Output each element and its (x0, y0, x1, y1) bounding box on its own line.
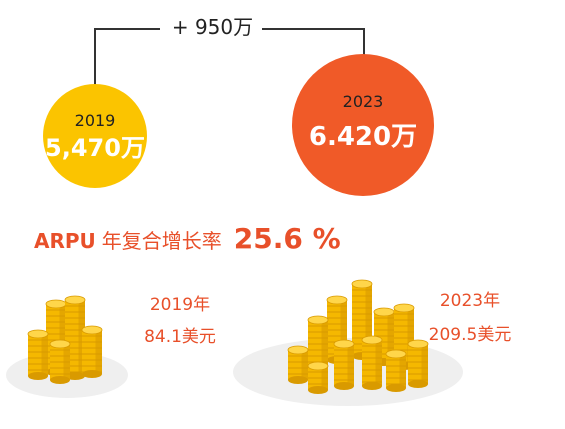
arpu-2019-value: 84.1美元 (144, 327, 216, 347)
coin-stack-2019-3 (81, 325, 103, 378)
arpu-rate: 25.6 % (233, 222, 341, 255)
circle-2019: 2019 5,470万 (43, 84, 147, 188)
circle-2019-value: 5,470万 (45, 134, 145, 162)
arpu-2019-year: 2019年 (149, 295, 211, 315)
growth-delta-label: + 950万 (171, 15, 254, 39)
circle-2023: 2023 6.420万 (292, 54, 434, 196)
circle-2019-year: 2019 (74, 111, 116, 130)
bracket-right-horizontal (262, 28, 365, 30)
coin-stack-2023-8 (361, 335, 383, 390)
arpu-label: ARPU (34, 229, 96, 253)
coin-stack-2023-6 (287, 345, 309, 384)
arpu-label-cn: 年复合增长率 (101, 229, 222, 253)
coin-stack-group-2019 (27, 295, 103, 384)
arpu-growth-line: ARPU 年复合增长率 25.6 % (34, 222, 341, 255)
coin-stack-group-2023 (287, 279, 429, 394)
bracket-left-horizontal (94, 28, 160, 30)
circle-2023-year: 2023 (342, 92, 384, 111)
bracket-left-vertical (94, 28, 96, 100)
arpu-2023-year: 2023年 (439, 291, 501, 311)
arpu-2023-value: 209.5美元 (428, 325, 512, 345)
coin-stack-2023-7 (333, 339, 355, 390)
coin-stack-2023-9 (385, 349, 407, 392)
coin-stack-2019-5 (49, 339, 71, 384)
coin-stack-2023-10 (407, 339, 429, 388)
circle-2023-value: 6.420万 (308, 122, 418, 152)
coin-stack-2019-4 (27, 329, 49, 380)
coin-stack-2023-11 (307, 361, 329, 394)
bracket-right-vertical (363, 28, 365, 78)
